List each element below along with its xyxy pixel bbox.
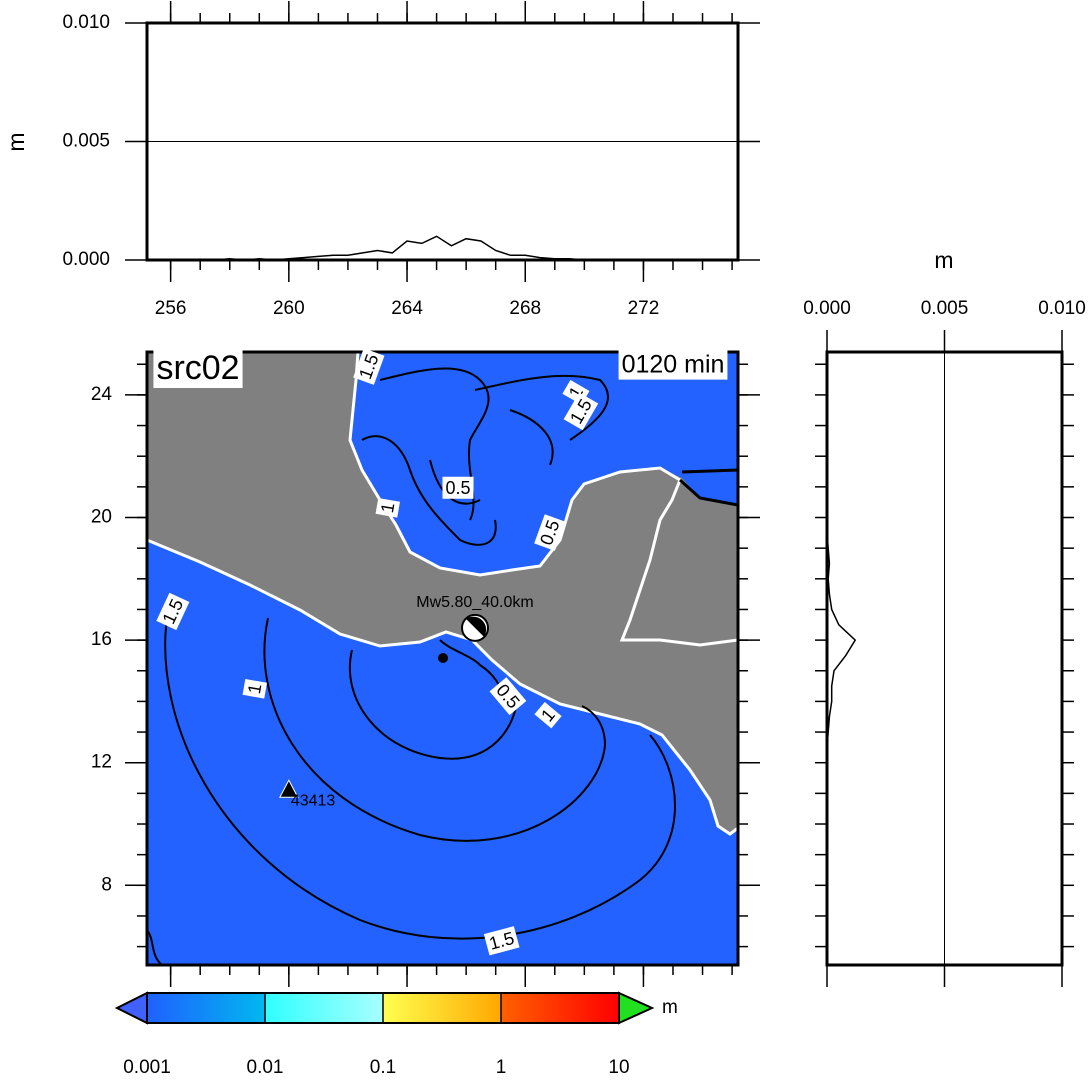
colorbar-segment <box>265 993 383 1023</box>
label-box <box>442 476 474 499</box>
colorbar-over <box>618 991 655 1025</box>
x-tick-label: 0.000 <box>803 298 851 319</box>
x-tick-label: 0.010 <box>1038 298 1086 319</box>
colorbar-segment <box>147 993 265 1023</box>
top-profile: m 0.000 0.005 0.010 256 260 264 268 272 <box>3 1 760 319</box>
colorbar-under <box>114 991 148 1025</box>
label-box <box>534 514 566 551</box>
y-tick-label: 20 <box>91 507 112 528</box>
y-tick-label: 24 <box>91 384 113 405</box>
contour-label: 1 <box>534 701 562 729</box>
colorbar-tick-label: 0.01 <box>247 1057 284 1078</box>
map-title: src02 <box>156 349 239 387</box>
x-axis-label: m <box>934 247 953 273</box>
coastline <box>678 468 738 507</box>
label-box <box>618 349 728 380</box>
frame <box>145 21 740 262</box>
contour-label-text: 1 <box>377 501 398 514</box>
x-tick-label: 272 <box>628 298 660 319</box>
title-box: src02 <box>153 347 243 388</box>
map-time: 0120 min <box>622 351 725 379</box>
source-label: Mw5.80_40.0km <box>416 594 533 611</box>
label-box <box>534 701 562 729</box>
colorbar-segment <box>383 993 501 1023</box>
contour-label: 1.5 <box>483 926 520 956</box>
label-box <box>483 926 520 956</box>
colorbar-tick-label: 1 <box>496 1057 507 1078</box>
label-box <box>242 678 267 699</box>
x-tick-label: 0.005 <box>921 298 969 319</box>
colorbar-tick-label: 0.001 <box>123 1057 171 1078</box>
land <box>147 352 738 834</box>
x-tick-label: 260 <box>273 298 305 319</box>
map-frame <box>145 350 740 967</box>
contour-label: 1 <box>375 497 400 518</box>
side-profile: m 0.000 0.005 0.010 <box>803 247 1086 987</box>
y-tick-label: 0.000 <box>62 249 110 270</box>
contour-line <box>361 367 610 546</box>
station-label: 43413 <box>291 793 336 810</box>
contour-label: 0.5 <box>442 476 474 499</box>
map: 1.5 1 1.5 1 0.5 0.5 1.5 1 0.5 1 1.5 src0… <box>91 347 760 987</box>
label-box <box>375 497 400 518</box>
time-box: 0120 min <box>618 349 728 380</box>
label-box <box>563 392 599 431</box>
colorbar-tick-label: 10 <box>608 1057 629 1078</box>
contour-line <box>263 617 607 842</box>
label-box <box>353 348 385 385</box>
source-fill <box>466 616 487 637</box>
y-tick-label: 0.010 <box>62 12 110 33</box>
contour-line <box>147 929 163 965</box>
colorbar-tick-label: 0.1 <box>370 1057 396 1078</box>
x-tick-label: 264 <box>391 298 423 319</box>
x-tick-label: 268 <box>509 298 541 319</box>
contour-line <box>348 649 519 760</box>
profile-line <box>826 364 857 947</box>
colorbar-segment <box>501 993 619 1023</box>
x-tick-label: 256 <box>155 298 187 319</box>
frame <box>825 350 1064 967</box>
y-tick-label: 12 <box>91 752 112 773</box>
profile-line <box>170 235 703 261</box>
colorbar: m 0.001 0.01 0.1 1 10 <box>114 991 678 1078</box>
contour-line <box>164 609 676 940</box>
y-tick-label: 16 <box>91 629 112 650</box>
contour-label: 1 <box>242 678 267 699</box>
y-axis-label: m <box>3 132 29 151</box>
contour-label-text: 0.5 <box>445 478 470 498</box>
coastline <box>147 538 738 836</box>
label-box <box>489 677 527 716</box>
colorbar-frame <box>146 992 620 1024</box>
station <box>279 779 299 798</box>
y-tick-label: 8 <box>101 874 112 895</box>
label-box <box>153 347 243 388</box>
contour-label: 0.5 <box>534 514 566 551</box>
colorbar-unit: m <box>662 997 678 1018</box>
y-tick-label: 0.005 <box>62 131 110 152</box>
label-box <box>156 592 190 631</box>
dot <box>438 653 448 663</box>
contour-label-text: 1 <box>244 682 265 695</box>
